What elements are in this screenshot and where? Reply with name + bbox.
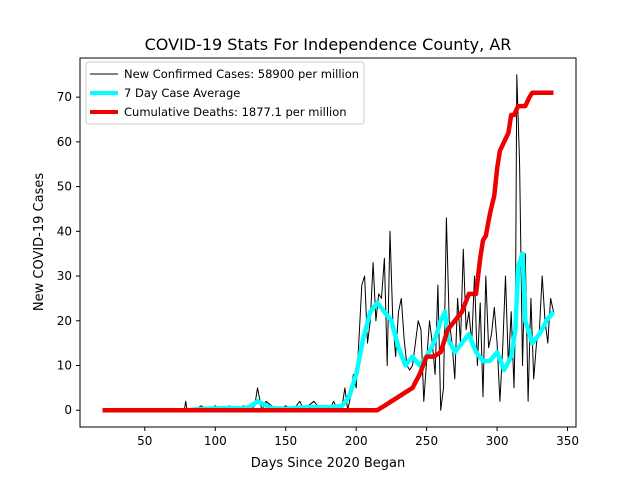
x-tick-label: 350 [556, 434, 579, 448]
legend-label-cases: New Confirmed Cases: 58900 per million [124, 67, 359, 81]
x-axis: 50 100 150 200 250 300 350 [137, 427, 579, 448]
y-tick-label: 40 [57, 224, 72, 238]
series-new-cases-line [102, 74, 554, 411]
plot-area: 50 100 150 200 250 300 350 0 10 20 30 40 50 60 70 [57, 57, 579, 448]
series-layer [102, 74, 556, 413]
series-cumulative-deaths-line [102, 90, 554, 413]
y-tick-label: 20 [57, 314, 72, 328]
x-tick-label: 100 [204, 434, 227, 448]
y-tick-label: 50 [57, 180, 72, 194]
x-tick-label: 250 [415, 434, 438, 448]
legend-label-average: 7 Day Case Average [124, 86, 240, 100]
x-tick-label: 150 [274, 434, 297, 448]
legend: New Confirmed Cases: 58900 per million 7… [85, 61, 365, 125]
y-tick-label: 0 [64, 403, 72, 417]
series-7day-average-line [186, 251, 556, 413]
x-tick-label: 200 [345, 434, 368, 448]
legend-box [85, 61, 365, 125]
x-axis-label: Days Since 2020 Began [251, 456, 406, 471]
y-axis-label: New COVID-19 Cases [32, 173, 47, 311]
y-tick-label: 60 [57, 135, 72, 149]
chart-title: COVID-19 Stats For Independence County, … [145, 35, 512, 54]
y-tick-label: 10 [57, 359, 72, 373]
y-tick-label: 70 [57, 90, 72, 104]
axes-frame [79, 57, 577, 428]
legend-label-deaths: Cumulative Deaths: 1877.1 per million [124, 105, 347, 119]
x-tick-label: 300 [486, 434, 509, 448]
x-tick-label: 50 [137, 434, 152, 448]
y-axis: 0 10 20 30 40 50 60 70 [57, 90, 80, 417]
y-tick-label: 30 [57, 269, 72, 283]
